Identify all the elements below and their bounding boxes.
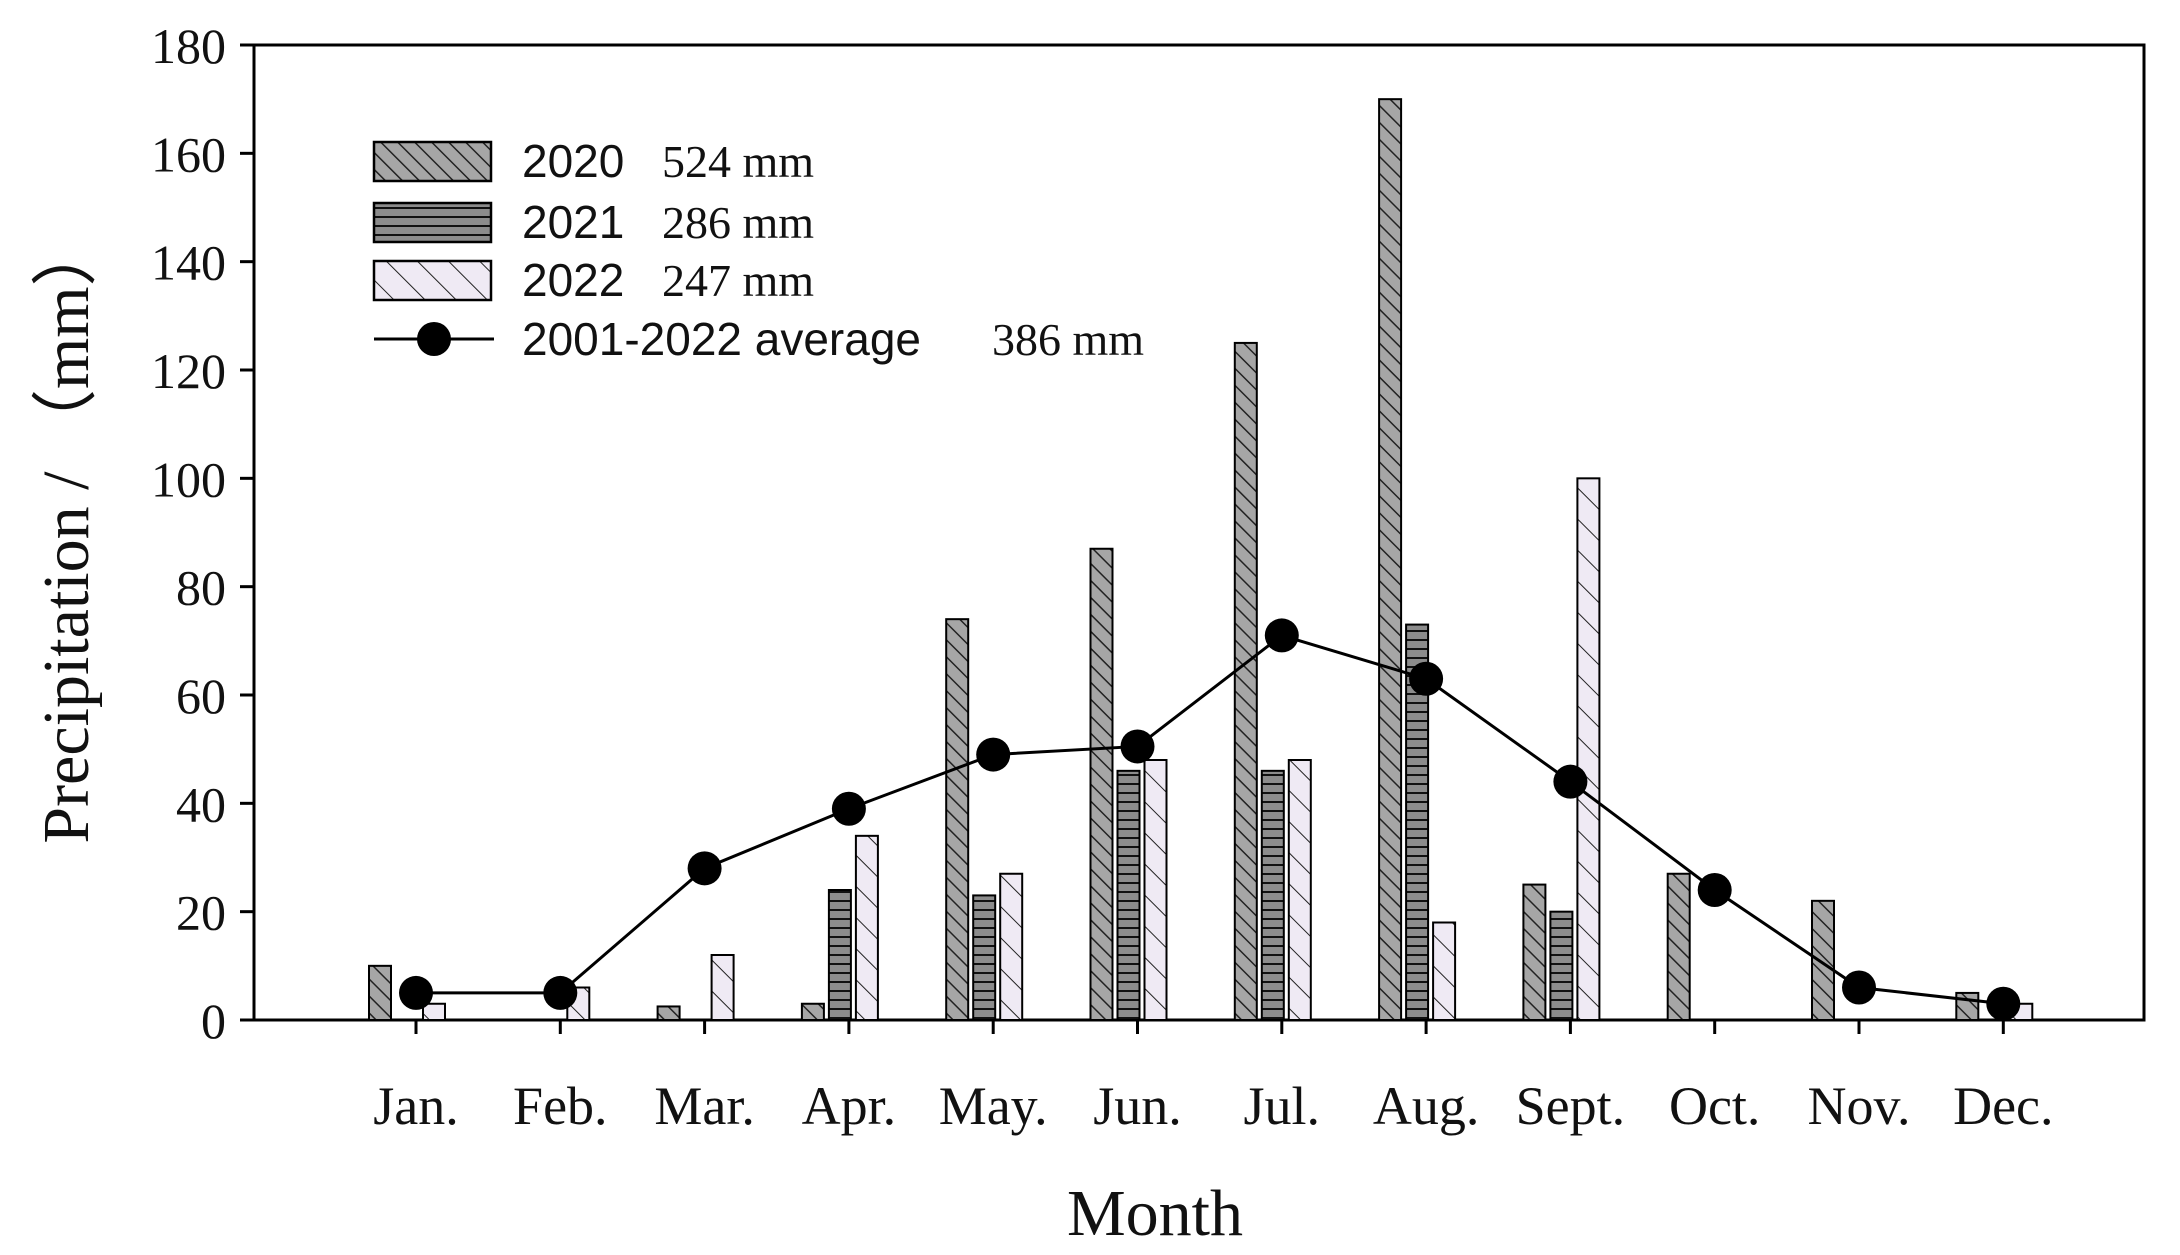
y-axis-title: Precipitation / （mm） xyxy=(30,220,103,843)
bar-2020-mar xyxy=(656,1005,681,1021)
legend-label-2020: 2020 xyxy=(522,135,624,187)
y-tick-label-60: 60 xyxy=(176,668,226,724)
bar-2022-may xyxy=(999,872,1024,1021)
bar-2021-jun xyxy=(1116,769,1141,1021)
y-tick-label-100: 100 xyxy=(151,451,226,507)
bar-2021-may xyxy=(972,894,997,1022)
legend-total-2021: 286 mm xyxy=(662,197,814,248)
average-point-mar xyxy=(687,851,722,886)
x-tick-label-6: Jun. xyxy=(1093,1076,1182,1136)
average-point-jul xyxy=(1264,618,1299,653)
x-tick-label-10: Oct. xyxy=(1669,1076,1760,1136)
x-tick-label-4: Apr. xyxy=(802,1076,897,1136)
legend-item-2020: 2020 524 mm xyxy=(372,135,814,187)
y-tick-label-120: 120 xyxy=(151,343,226,399)
bar-2020-oct xyxy=(1666,872,1691,1021)
x-tick-label-5: May. xyxy=(939,1076,1048,1136)
bar-2022-apr xyxy=(854,834,879,1021)
legend-item-2022: 2022 247 mm xyxy=(372,254,814,306)
bar-2022-jul xyxy=(1287,759,1312,1021)
legend-swatch-2021 xyxy=(372,201,493,244)
y-tick-label-140: 140 xyxy=(151,235,226,291)
x-tick-label-11: Nov. xyxy=(1808,1076,1911,1136)
y-axis: 0 20 40 60 80 100 120 140 160 180 xyxy=(151,18,254,1049)
average-point-aug xyxy=(1409,661,1444,696)
legend-marker-average xyxy=(417,322,451,356)
legend-label-2021: 2021 xyxy=(522,196,624,248)
y-tick-label-160: 160 xyxy=(151,126,226,182)
bar-2020-sept xyxy=(1522,883,1547,1021)
average-point-jan xyxy=(399,975,433,1010)
bar-2020-dec xyxy=(1955,991,1980,1022)
average-point-jun xyxy=(1120,729,1155,764)
bar-2021-aug xyxy=(1405,623,1430,1021)
bar-2022-sept xyxy=(1576,477,1601,1022)
legend-swatch-2020 xyxy=(372,140,493,183)
average-point-feb xyxy=(543,975,578,1010)
bar-2021-apr xyxy=(827,889,852,1021)
plot-area xyxy=(252,43,2146,1022)
x-tick-label-2: Feb. xyxy=(513,1076,608,1136)
average-point-nov xyxy=(1842,970,1876,1005)
bar-2022-mar xyxy=(710,954,735,1021)
average-line-series xyxy=(399,618,2021,1021)
legend-item-average: 2001-2022 average 386 mm xyxy=(374,313,1144,365)
y-tick-label-180: 180 xyxy=(151,18,226,74)
bar-2022-jan xyxy=(422,1002,446,1021)
bar-2021-jul xyxy=(1260,769,1285,1021)
x-tick-label-9: Sept. xyxy=(1516,1076,1626,1136)
x-axis-title: Month xyxy=(1067,1177,1243,1250)
legend-total-2020: 524 mm xyxy=(662,136,814,187)
bar-series xyxy=(368,98,2034,1022)
x-tick-label-3: Mar. xyxy=(654,1076,755,1136)
bar-2020-jul xyxy=(1233,341,1258,1021)
x-tick-label-7: Jul. xyxy=(1244,1076,1321,1136)
legend-total-2022: 247 mm xyxy=(662,255,814,306)
x-tick-label-8: Aug. xyxy=(1373,1076,1480,1136)
legend-label-2022: 2022 xyxy=(522,254,624,306)
legend-item-2021: 2021 286 mm xyxy=(372,196,814,248)
legend-swatch-2022 xyxy=(372,259,493,302)
y-tick-label-40: 40 xyxy=(176,776,226,832)
bar-2020-jun xyxy=(1089,547,1114,1021)
average-point-may xyxy=(976,737,1011,772)
bar-2020-jan xyxy=(368,964,392,1021)
bar-2021-sept xyxy=(1549,910,1574,1022)
average-line xyxy=(416,633,2004,1006)
average-point-dec xyxy=(1986,986,2021,1021)
x-tick-label-1: Jan. xyxy=(373,1076,458,1136)
legend: 2020 524 mm 2021 286 mm 2022 247 mm 2001… xyxy=(372,135,1144,365)
y-tick-label-20: 20 xyxy=(176,885,226,941)
bar-2020-apr xyxy=(800,1002,825,1021)
y-tick-label-80: 80 xyxy=(176,560,226,616)
bar-2020-may xyxy=(945,618,970,1022)
y-tick-label-0: 0 xyxy=(201,993,226,1049)
legend-total-average: 386 mm xyxy=(992,314,1144,365)
average-point-oct xyxy=(1697,873,1732,907)
bar-2020-nov xyxy=(1811,899,1835,1021)
average-point-sept xyxy=(1553,764,1588,799)
bar-2020-aug xyxy=(1378,98,1403,1021)
x-tick-label-12: Dec. xyxy=(1953,1076,2053,1136)
legend-label-average: 2001-2022 average xyxy=(522,313,921,365)
bar-2022-aug xyxy=(1432,921,1457,1021)
bar-2022-jun xyxy=(1143,759,1168,1021)
average-point-apr xyxy=(831,791,866,826)
x-axis: Jan. Feb. Mar. Apr. May. Jun. Jul. Aug. Sept. Oct… xyxy=(373,1020,2054,1136)
